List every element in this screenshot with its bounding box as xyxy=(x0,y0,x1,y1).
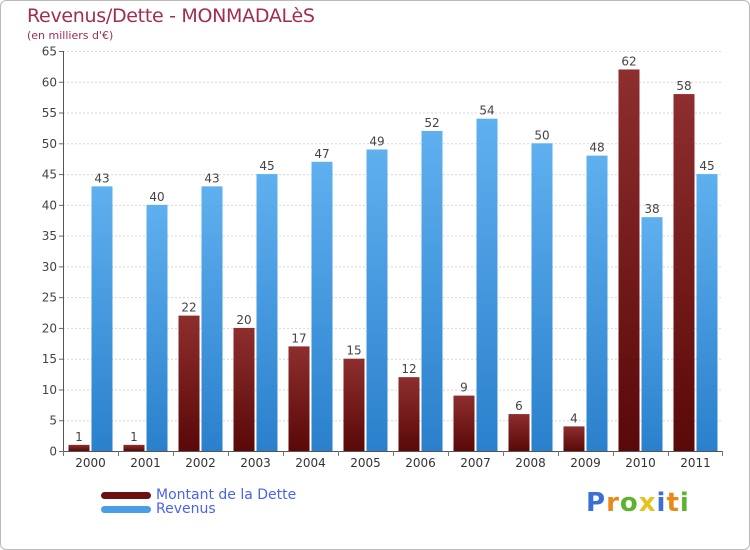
bar-debt xyxy=(453,395,475,451)
bar-revenus xyxy=(366,149,388,451)
legend-swatch-debt xyxy=(101,491,151,499)
data-label-debt: 4 xyxy=(570,411,578,425)
bar-revenus xyxy=(146,204,168,451)
bar-debt xyxy=(233,327,255,451)
x-tick-label: 2007 xyxy=(460,456,491,470)
data-label-debt: 22 xyxy=(181,301,196,315)
bar-revenus xyxy=(586,155,608,451)
data-label-revenus: 40 xyxy=(149,190,164,204)
x-tick-label: 2008 xyxy=(515,456,546,470)
y-tick-label: 15 xyxy=(42,352,57,366)
bar-debt xyxy=(123,444,145,451)
y-tick-label: 20 xyxy=(42,321,57,335)
data-label-revenus: 38 xyxy=(644,202,659,216)
data-label-debt: 58 xyxy=(676,79,691,93)
bar-revenus xyxy=(201,186,223,451)
chart-title: Revenus/Dette - MONMADALèS xyxy=(27,5,315,27)
logo-letter: r xyxy=(606,488,620,518)
data-label-debt: 17 xyxy=(291,331,306,345)
data-label-revenus: 50 xyxy=(534,128,549,142)
legend-label-debt: Montant de la Dette xyxy=(156,487,297,503)
x-tick-label: 2004 xyxy=(295,456,326,470)
logo-letter: i xyxy=(656,488,667,518)
y-tick-label: 10 xyxy=(42,383,57,397)
y-tick-label: 35 xyxy=(42,229,57,243)
x-tick-label: 2000 xyxy=(75,456,106,470)
data-label-revenus: 54 xyxy=(479,104,494,118)
data-label-debt: 15 xyxy=(346,344,361,358)
proxiti-logo: Proxiti xyxy=(586,488,690,518)
data-label-revenus: 45 xyxy=(259,159,274,173)
data-label-debt: 9 xyxy=(460,381,468,395)
x-tick-label: 2005 xyxy=(350,456,381,470)
bar-debt xyxy=(343,358,365,451)
bar-debt xyxy=(288,346,310,451)
bar-revenus xyxy=(531,143,553,452)
bar-revenus xyxy=(476,118,498,451)
bar-debt xyxy=(398,377,420,451)
data-label-revenus: 45 xyxy=(699,159,714,173)
bar-debt xyxy=(673,94,695,452)
logo-letter: t xyxy=(666,488,680,518)
y-tick-label: 65 xyxy=(42,45,57,59)
y-tick-label: 5 xyxy=(49,414,57,428)
bar-revenus xyxy=(421,131,443,451)
bar-revenus xyxy=(91,186,113,451)
y-tick-label: 45 xyxy=(42,168,57,182)
legend-item-revenus: Revenus xyxy=(101,500,216,518)
x-tick-label: 2010 xyxy=(625,456,656,470)
data-label-debt: 6 xyxy=(515,399,523,413)
bar-debt xyxy=(68,444,90,451)
x-tick-label: 2006 xyxy=(405,456,436,470)
bar-debt xyxy=(563,426,585,451)
data-label-revenus: 48 xyxy=(589,141,604,155)
legend-swatch-revenus xyxy=(101,505,151,513)
bar-revenus xyxy=(696,174,718,452)
data-label-revenus: 52 xyxy=(424,116,439,130)
data-label-debt: 1 xyxy=(75,430,83,444)
bar-debt xyxy=(618,69,640,451)
data-label-debt: 20 xyxy=(236,313,251,327)
logo-letter: i xyxy=(679,488,690,518)
bar-revenus xyxy=(311,161,333,451)
y-tick-label: 0 xyxy=(49,445,57,459)
data-label-debt: 1 xyxy=(130,430,138,444)
data-label-revenus: 43 xyxy=(204,171,219,185)
chart-subtitle: (en milliers d'€) xyxy=(27,29,114,42)
x-tick-label: 2003 xyxy=(240,456,271,470)
x-tick-label: 2001 xyxy=(130,456,161,470)
x-tick-label: 2009 xyxy=(570,456,601,470)
y-tick-label: 25 xyxy=(42,291,57,305)
x-tick-label: 2002 xyxy=(185,456,216,470)
data-label-debt: 62 xyxy=(621,54,636,68)
bar-revenus xyxy=(641,217,663,451)
legend-label-revenus: Revenus xyxy=(156,501,216,517)
bar-debt xyxy=(178,315,200,451)
logo-letter: P xyxy=(586,488,607,518)
data-label-debt: 12 xyxy=(401,362,416,376)
y-tick-label: 30 xyxy=(42,260,57,274)
data-label-revenus: 43 xyxy=(94,171,109,185)
logo-letter: o xyxy=(619,488,639,518)
data-label-revenus: 49 xyxy=(369,134,384,148)
x-tick-label: 2011 xyxy=(680,456,711,470)
bar-revenus xyxy=(256,174,278,452)
data-label-revenus: 47 xyxy=(314,147,329,161)
logo-letter: x xyxy=(638,488,657,518)
y-tick-label: 50 xyxy=(42,137,57,151)
y-tick-label: 40 xyxy=(42,198,57,212)
y-tick-label: 60 xyxy=(42,75,57,89)
y-tick-label: 55 xyxy=(42,106,57,120)
legend-item-debt: Montant de la Dette xyxy=(101,486,296,504)
bar-debt xyxy=(508,414,530,451)
